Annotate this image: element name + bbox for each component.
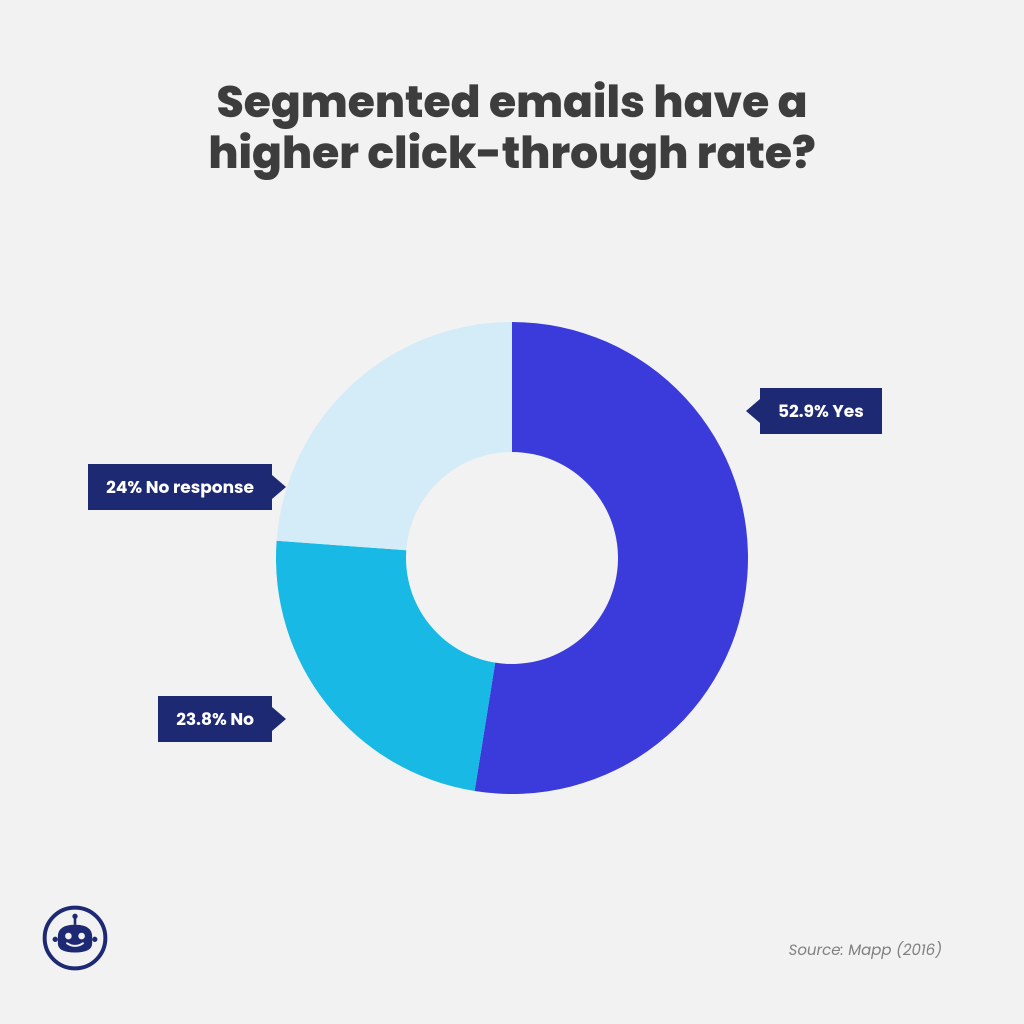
slice-no [276, 541, 495, 791]
label-text-yes: 52.9% Yes [760, 388, 882, 434]
label-text-no: 23.8% No [158, 696, 272, 742]
label-text-no-response: 24% No response [88, 464, 272, 510]
brand-logo-icon [42, 905, 108, 978]
label-arrow-no [272, 707, 286, 731]
slice-yes [475, 322, 748, 794]
chart-title: Segmented emails have a higher click-thr… [0, 0, 1024, 179]
label-no: 23.8% No [158, 696, 286, 742]
label-arrow-yes [746, 399, 760, 423]
robot-logo-svg [42, 905, 108, 971]
donut-svg [274, 320, 750, 796]
label-arrow-no-response [272, 475, 286, 499]
source-citation: Source: Mapp (2016) [789, 939, 942, 962]
label-no-response: 24% No response [88, 464, 286, 510]
donut-chart [274, 320, 750, 796]
label-yes: 52.9% Yes [746, 388, 882, 434]
slice-no-response [277, 322, 512, 550]
title-line-2: higher click-through rate? [208, 123, 815, 184]
